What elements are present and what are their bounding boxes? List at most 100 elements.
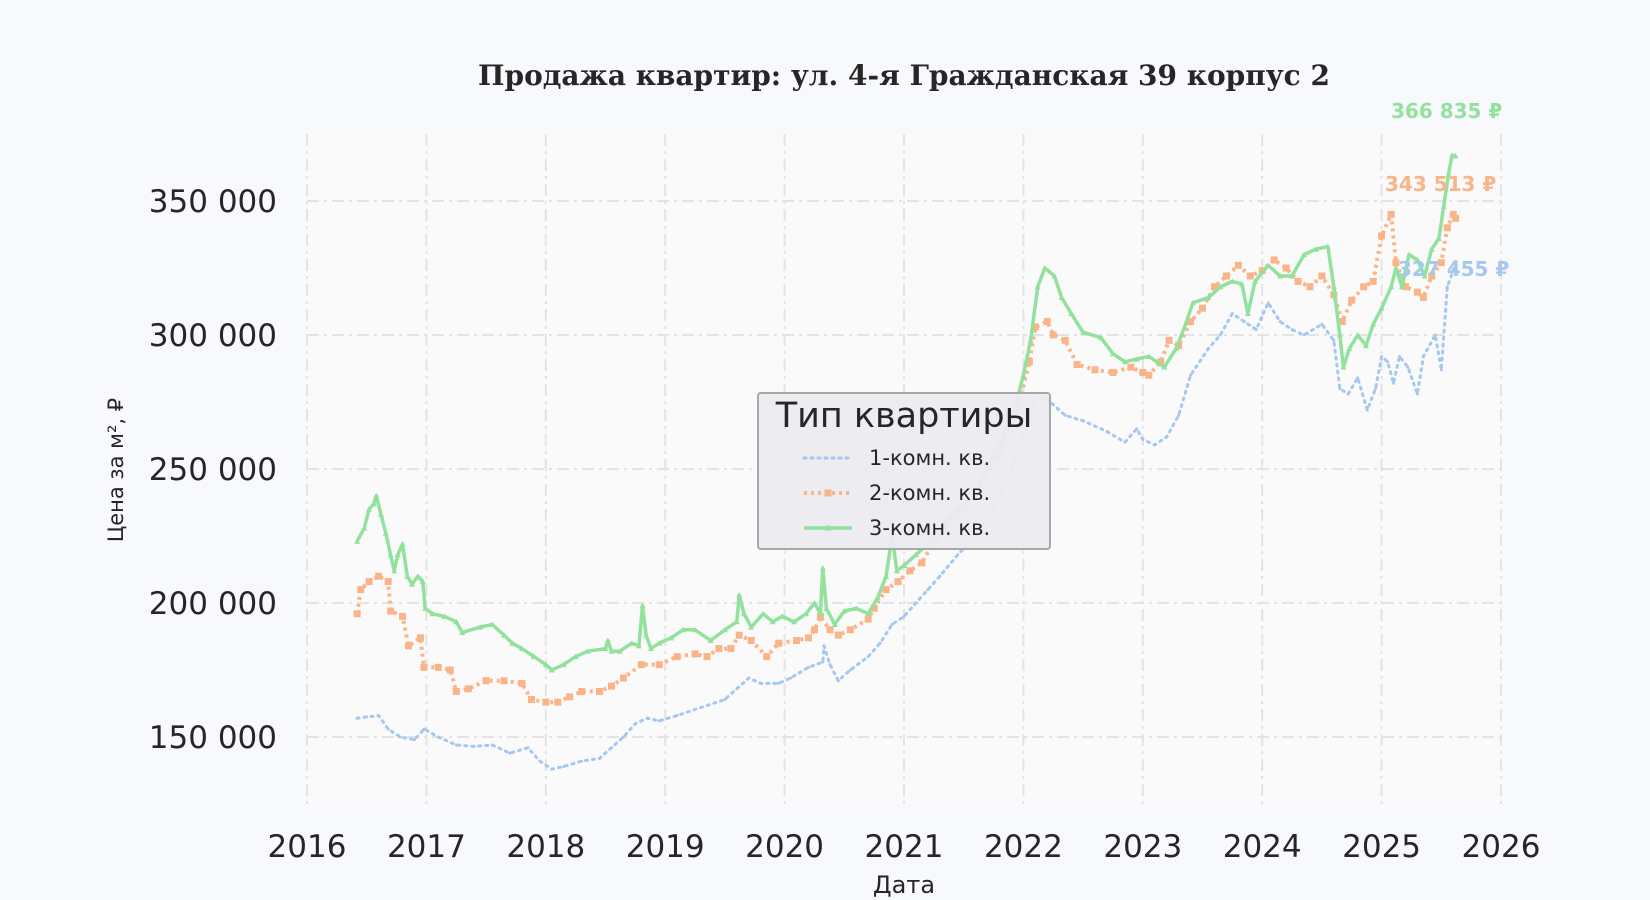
data-point: [1406, 365, 1410, 369]
legend-items: 1-комн. кв. 2-комн. кв. 3-комн. кв.: [802, 446, 990, 540]
legend-item: 3-комн. кв.: [804, 516, 990, 540]
data-point: [1123, 440, 1127, 444]
data-point: [759, 681, 763, 685]
x-tick-label: 2017: [387, 829, 466, 865]
end-value-label: 366 835 ₽: [1391, 99, 1502, 123]
data-point: [422, 605, 429, 611]
data-point: [500, 677, 508, 685]
data-point: [1452, 214, 1460, 222]
data-point: [1234, 261, 1242, 269]
data-point: [1049, 331, 1057, 339]
data-point: [938, 574, 942, 578]
data-point: [357, 586, 365, 594]
data-point: [1346, 392, 1350, 396]
data-point: [866, 655, 870, 659]
data-point: [1177, 413, 1181, 417]
data-point: [703, 653, 711, 661]
data-point: [1340, 364, 1347, 370]
data-point: [477, 624, 484, 630]
data-point: [811, 600, 818, 606]
data-point: [1338, 318, 1346, 326]
end-value-label: 343 513 ₽: [1385, 172, 1496, 196]
data-point: [1300, 251, 1307, 258]
data-point: [1081, 419, 1085, 423]
data-point: [416, 634, 424, 642]
data-point: [1034, 283, 1041, 290]
data-point: [1277, 273, 1284, 279]
data-point: [1445, 171, 1452, 177]
data-point: [864, 615, 872, 623]
data-point: [399, 541, 406, 547]
series-line-3: [355, 153, 1456, 672]
data-point: [1098, 334, 1105, 341]
data-point: [645, 716, 649, 720]
data-point: [619, 674, 627, 682]
data-point: [1360, 283, 1368, 291]
data-point: [1378, 305, 1385, 311]
data-point: [1027, 337, 1034, 343]
data-point: [733, 618, 740, 625]
data-point: [436, 735, 440, 739]
data-point: [452, 687, 460, 695]
data-point: [566, 693, 574, 701]
data-point: [412, 738, 416, 742]
data-point: [656, 640, 663, 646]
data-point: [404, 642, 412, 650]
data-point: [1440, 203, 1447, 209]
data-point: [386, 727, 390, 731]
series-group: [353, 152, 1460, 771]
data-point: [560, 661, 567, 668]
data-point: [912, 551, 919, 558]
data-point: [542, 661, 549, 668]
data-point: [816, 612, 824, 620]
data-point: [1421, 354, 1425, 358]
data-point: [1401, 283, 1409, 291]
end-value-label: 327 455 ₽: [1398, 257, 1509, 281]
data-point: [604, 637, 611, 644]
data-point: [489, 621, 496, 627]
data-point: [1080, 329, 1087, 335]
data-point: [542, 698, 550, 706]
data-point: [1363, 342, 1370, 349]
data-point: [1435, 235, 1442, 242]
legend-box: [757, 392, 1051, 550]
data-point: [391, 567, 398, 574]
data-point: [769, 618, 776, 625]
data-point: [554, 698, 562, 706]
data-point: [382, 530, 389, 536]
data-point: [826, 626, 834, 634]
data-point: [655, 661, 663, 669]
data-point: [1294, 277, 1302, 285]
data-point: [1332, 338, 1336, 342]
data-point: [1306, 283, 1314, 291]
data-point: [735, 631, 743, 639]
data-point: [1318, 272, 1326, 280]
data-point: [848, 668, 852, 672]
data-point: [715, 645, 723, 653]
chart-title: Продажа квартир: ул. 4-я Гражданская 39 …: [478, 59, 1330, 92]
data-point: [1173, 345, 1180, 351]
data-point: [1449, 152, 1456, 158]
data-point: [1222, 272, 1230, 280]
x-tick-label: 2018: [506, 829, 585, 865]
data-point: [803, 610, 810, 617]
data-point: [831, 621, 838, 627]
data-point: [1025, 358, 1033, 366]
data-point: [1392, 381, 1396, 385]
data-point: [1206, 346, 1210, 350]
data-point: [822, 644, 826, 648]
data-point: [823, 605, 830, 611]
data-point: [1392, 265, 1399, 271]
data-point: [394, 551, 401, 558]
axis-ticks: 2016 2017 2018 2019 2020 2021 2022 2023 2024 2025…: [149, 184, 1541, 865]
legend-label: 2-комн. кв.: [869, 481, 990, 505]
data-point: [1398, 283, 1405, 290]
data-point: [1370, 321, 1377, 327]
data-point: [1161, 364, 1168, 370]
data-point: [1141, 438, 1145, 442]
data-point: [901, 562, 907, 568]
data-point: [673, 653, 681, 661]
data-point: [639, 602, 646, 609]
data-point: [723, 697, 727, 701]
data-point: [914, 601, 918, 605]
